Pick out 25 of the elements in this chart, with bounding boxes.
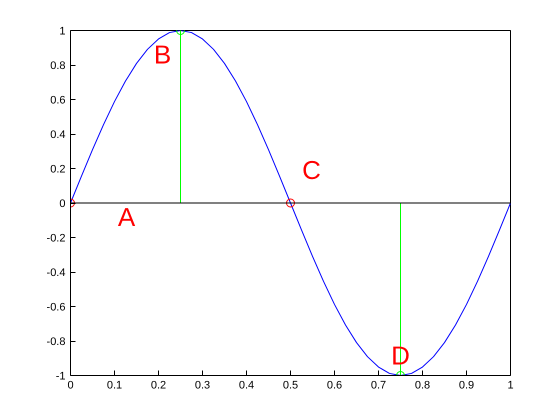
- x-tick-label: 0.2: [150, 380, 166, 392]
- annotation: A: [118, 202, 136, 232]
- y-tick-label: -0.6: [46, 302, 66, 314]
- x-tick-label: 0.5: [282, 380, 298, 392]
- y-tick-label: 0.4: [50, 129, 66, 141]
- y-tick-label: 1: [59, 26, 66, 38]
- y-tick-label: -0.2: [46, 232, 66, 244]
- y-tick-label: 0.8: [50, 60, 66, 72]
- x-tick-label: 1: [507, 380, 514, 392]
- x-tick-label: 0.3: [194, 380, 210, 392]
- annotation: C: [302, 155, 321, 185]
- y-tick-label: -0.4: [46, 267, 66, 279]
- x-tick-label: 0.7: [370, 380, 386, 392]
- y-tick-label: 0.2: [50, 164, 66, 176]
- y-tick-label: 0.6: [50, 94, 66, 106]
- y-tick-label: -0.8: [46, 336, 66, 348]
- x-tick-label: 0: [67, 380, 74, 392]
- y-tick-label: -1: [56, 370, 66, 382]
- x-tick-label: 0.4: [238, 380, 254, 392]
- y-tick-label: 0: [59, 198, 66, 210]
- x-tick-label: 0.1: [106, 380, 122, 392]
- annotation: B: [154, 40, 172, 70]
- x-tick-label: 0.9: [458, 380, 474, 392]
- x-tick-label: 0.6: [326, 380, 342, 392]
- x-tick-label: 0.8: [414, 380, 430, 392]
